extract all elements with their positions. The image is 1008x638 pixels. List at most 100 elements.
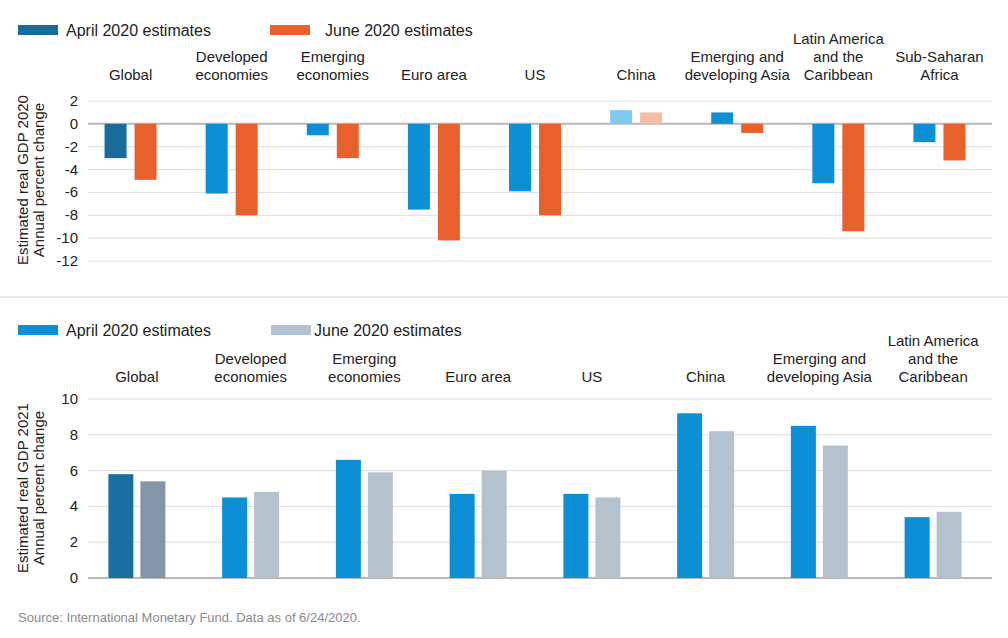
y-tick-label: -6 xyxy=(65,183,78,200)
bar xyxy=(823,446,848,578)
y-tick-label: 6 xyxy=(70,462,78,479)
grid-line xyxy=(88,261,992,262)
bar xyxy=(937,512,962,578)
y-axis-label: Estimated real GDP 2021Annual percent ch… xyxy=(14,403,47,573)
category-label-line: and the xyxy=(908,350,958,367)
category-label: Sub-SaharanAfrica xyxy=(895,48,983,83)
source-note: Source: International Monetary Fund. Dat… xyxy=(18,610,361,625)
category-label-line: Developed xyxy=(215,350,287,367)
category-label: Developedeconomies xyxy=(195,48,268,83)
category-label-line: Euro area xyxy=(401,66,468,83)
bar xyxy=(140,481,165,578)
category-label: Developedeconomies xyxy=(214,350,287,385)
y-tick-label: 10 xyxy=(61,390,78,407)
grid-line xyxy=(88,434,992,435)
category-label-line: Emerging and xyxy=(773,350,866,367)
bar xyxy=(677,413,702,578)
y-axis-label-line: Annual percent change xyxy=(30,411,47,565)
grid-line xyxy=(88,399,992,400)
category-label-line: US xyxy=(525,66,546,83)
grid-line xyxy=(88,238,992,239)
category-label-line: Caribbean xyxy=(804,66,873,83)
category-label-line: and the xyxy=(813,48,863,65)
y-axis-label: Estimated real GDP 2020Annual percent ch… xyxy=(14,95,47,265)
y-tick-label: -12 xyxy=(56,252,78,269)
bar xyxy=(709,431,734,578)
category-label-line: Euro area xyxy=(445,368,512,385)
bar xyxy=(812,124,834,183)
bar xyxy=(943,124,965,161)
bar xyxy=(711,112,733,123)
category-label-line: Global xyxy=(109,66,152,83)
category-label-line: Emerging xyxy=(301,48,365,65)
y-tick-label: 2 xyxy=(70,533,78,550)
grid-line xyxy=(88,470,992,471)
category-label-line: Latin America xyxy=(793,30,885,47)
chart-panel: April 2020 estimatesJune 2020 estimatesE… xyxy=(14,22,992,269)
category-label: Euro area xyxy=(401,66,468,83)
legend-swatch xyxy=(18,25,58,35)
bar xyxy=(222,497,247,578)
bar xyxy=(595,497,620,578)
y-tick-label: 0 xyxy=(70,115,78,132)
bars xyxy=(105,110,966,240)
category-label-line: economies xyxy=(214,368,287,385)
bar xyxy=(509,124,531,191)
category-label: Latin Americaand theCaribbean xyxy=(888,332,980,385)
category-label-line: Global xyxy=(115,368,158,385)
y-tick-label: -2 xyxy=(65,138,78,155)
category-label: US xyxy=(525,66,546,83)
bar xyxy=(610,110,632,124)
y-tick-label: -10 xyxy=(56,229,78,246)
legend-swatch xyxy=(271,325,311,335)
y-tick-label: 4 xyxy=(70,497,78,514)
category-label-line: Africa xyxy=(920,66,959,83)
category-label-line: Sub-Saharan xyxy=(895,48,983,65)
bar xyxy=(236,124,258,215)
y-tick-label: 0 xyxy=(70,569,78,586)
bar xyxy=(307,124,329,135)
bar xyxy=(336,460,361,578)
category-label: Latin Americaand theCaribbean xyxy=(793,30,885,83)
y-tick-label: 8 xyxy=(70,426,78,443)
y-tick-label: -4 xyxy=(65,161,78,178)
category-label-line: Emerging xyxy=(332,350,396,367)
y-axis-label-line: Estimated real GDP 2020 xyxy=(14,95,31,265)
chart-root: April 2020 estimates June 2020 estimates E… xyxy=(0,0,1008,638)
bar xyxy=(905,517,930,578)
category-label: China xyxy=(617,66,657,83)
y-tick-label: 2 xyxy=(70,92,78,109)
y-axis-label-line: Annual percent change xyxy=(30,103,47,257)
y-tick-label: -8 xyxy=(65,206,78,223)
category-label: China xyxy=(686,368,726,385)
panel-separator xyxy=(0,297,1008,298)
category-label: Emerging anddeveloping Asia xyxy=(767,350,873,385)
category-label-line: China xyxy=(686,368,726,385)
bar xyxy=(206,124,228,194)
bar xyxy=(539,124,561,215)
bars xyxy=(108,413,961,578)
category-label-line: Developed xyxy=(196,48,268,65)
legend-swatch xyxy=(18,325,58,335)
chart-panel: April 2020 estimates June 2020 estimates E… xyxy=(14,322,992,625)
bar xyxy=(408,124,430,210)
legend-label: June 2020 estimates xyxy=(314,322,462,339)
bar xyxy=(913,124,935,142)
category-label-line: developing Asia xyxy=(685,66,791,83)
bar xyxy=(482,471,507,578)
category-label-line: China xyxy=(617,66,657,83)
category-label-line: developing Asia xyxy=(767,368,873,385)
category-label-line: economies xyxy=(328,368,401,385)
legend-label: April 2020 estimates xyxy=(66,322,211,339)
category-label: Emerging anddeveloping Asia xyxy=(685,48,791,83)
legend-label: June 2020 estimates xyxy=(325,22,473,39)
category-label-line: economies xyxy=(195,66,268,83)
bar xyxy=(105,124,127,158)
category-label: Emergingeconomies xyxy=(297,48,370,83)
legend-swatch xyxy=(270,25,310,35)
bar xyxy=(254,492,279,578)
bar xyxy=(108,474,133,578)
category-label-line: US xyxy=(581,368,602,385)
bar xyxy=(337,124,359,158)
bar xyxy=(741,124,763,133)
